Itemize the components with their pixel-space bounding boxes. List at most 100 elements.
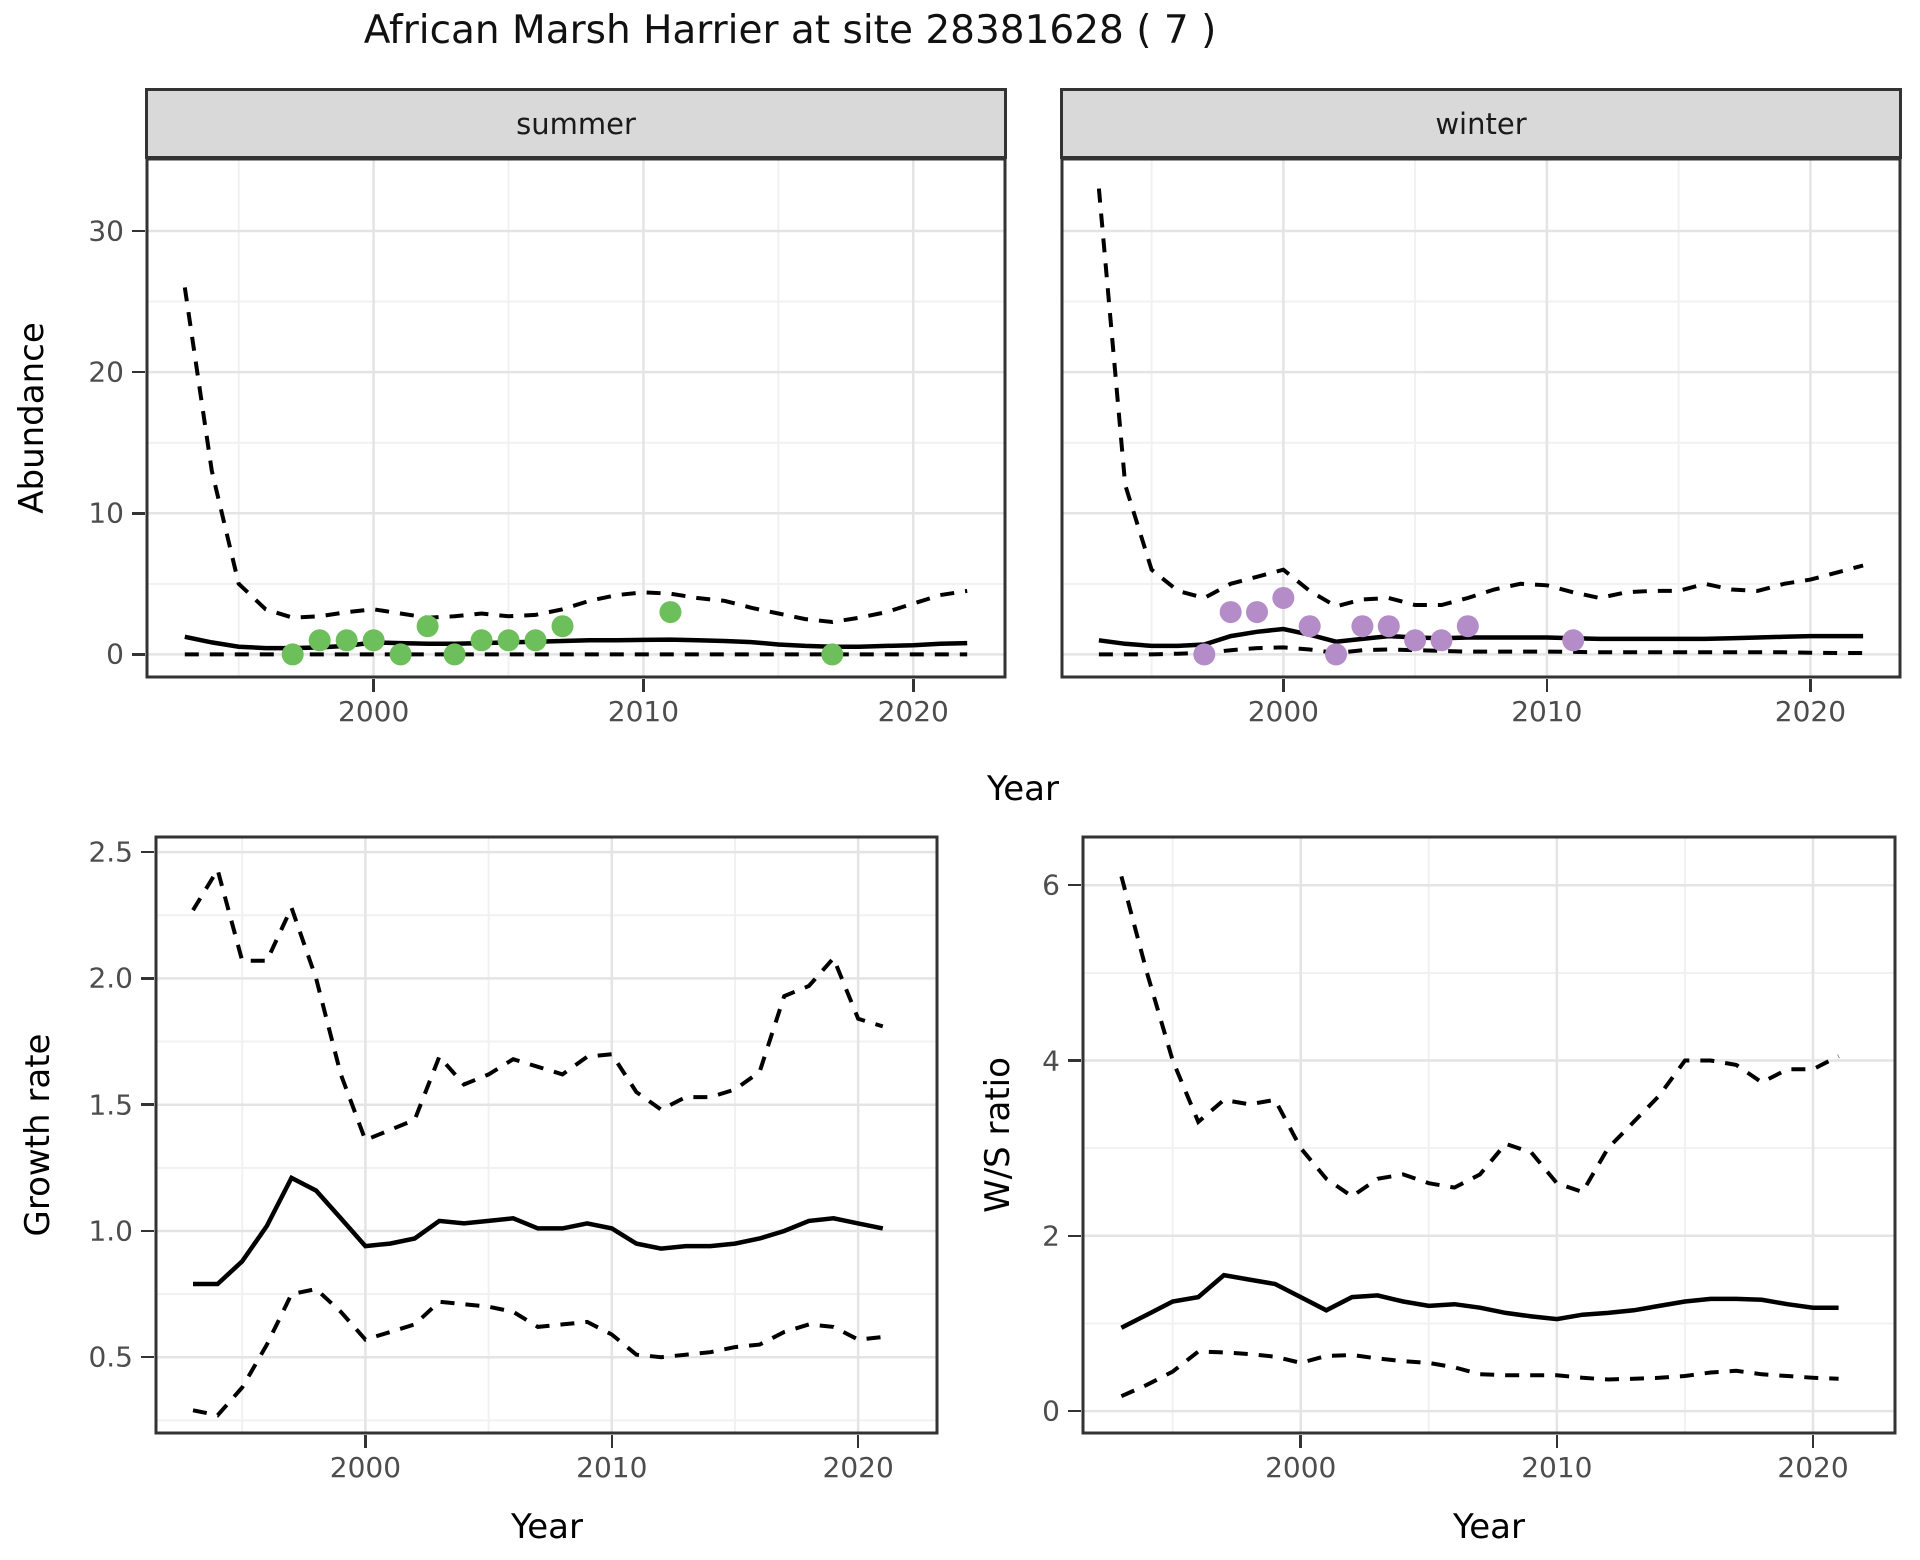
y-tick-label: 2 [1042,1219,1060,1253]
observed-point [497,629,520,652]
observed-point [1246,601,1269,624]
observed-point [1193,643,1216,666]
y-tick-mark [1068,1409,1081,1413]
facet-strip-winter-label: winter [1435,106,1527,141]
y-tick-mark [141,850,154,854]
series-upper_ci [1119,875,1840,1199]
x-tick-label: 2000 [1247,695,1319,728]
series-lower_ci [1098,645,1864,657]
observed-point [524,629,547,652]
y-axis-title-abundance: Abundance [12,322,52,514]
y-tick-mark [1068,883,1081,887]
x-tick-label: 2020 [1777,1451,1849,1484]
x-tick-label: 2000 [1265,1451,1337,1484]
y-tick-mark [141,1355,154,1359]
x-axis-title-year-ws: Year [1453,1507,1525,1547]
y-tick-label: 1.5 [88,1088,133,1122]
y-tick-label: 1.0 [88,1214,133,1248]
panel-border [145,157,1007,679]
x-tick-mark [1809,679,1812,692]
y-tick-label: 0 [1042,1394,1060,1428]
observed-point [470,629,493,652]
observed-point [389,643,412,666]
chart-panel-ws-ratio [1081,835,1897,1435]
x-tick-mark [1282,679,1285,692]
observed-point [416,615,439,638]
y-tick-label: 30 [88,214,124,248]
x-tick-label: 2020 [1774,695,1847,728]
series-median [184,634,968,651]
y-tick-mark [132,370,145,374]
series-upper_ci [1096,188,1864,609]
y-tick-label: 4 [1042,1044,1060,1077]
series-upper_ci [182,287,968,625]
x-tick-mark [856,1435,860,1448]
y-tick-mark [132,512,145,515]
chart-panel-growth-rate [154,835,939,1435]
x-tick-label: 2020 [877,695,949,728]
observed-point [1325,643,1348,666]
x-tick-label: 2000 [338,695,410,728]
observed-point [551,615,574,638]
x-tick-label: 2010 [1511,695,1583,728]
observed-point [1219,601,1242,624]
x-tick-label: 2010 [1521,1451,1593,1484]
page-title: African Marsh Harrier at site 28381628 (… [363,8,1217,53]
observed-point [1351,615,1374,638]
x-tick-label: 2000 [329,1451,402,1484]
y-tick-label: 2.0 [88,961,133,995]
y-tick-mark [141,1103,154,1106]
facet-strip-summer: summer [145,88,1007,159]
y-tick-mark [1068,1059,1081,1062]
y-tick-label: 0 [106,637,124,671]
y-tick-label: 10 [88,496,124,530]
observed-point [335,629,358,652]
y-tick-label: 6 [1042,868,1060,902]
observed-point [1404,629,1427,652]
observed-point [1298,615,1321,638]
y-tick-mark [132,229,145,233]
y-tick-label: 2.5 [88,835,133,869]
x-tick-mark [610,1435,614,1448]
observed-point [1430,629,1453,652]
y-tick-mark [132,653,145,656]
y-tick-mark [141,977,154,980]
series-lower_ci [1120,1349,1839,1399]
observed-point [443,643,466,666]
panel-border [154,835,939,1435]
panel-border [1081,835,1897,1435]
observed-point [308,629,331,652]
x-tick-mark [1299,1435,1302,1448]
observed-point [1562,629,1585,652]
observed-point [659,601,682,624]
series-median [193,1174,884,1287]
observed-point [362,629,385,652]
observed-point [281,643,304,666]
x-tick-mark [364,1435,367,1448]
x-tick-mark [372,679,375,692]
x-tick-mark [642,679,645,692]
x-axis-title-year-top: Year [987,769,1059,809]
observed-point [1456,615,1479,638]
x-tick-label: 2010 [576,1451,648,1484]
facet-strip-summer-label: summer [516,106,636,141]
y-tick-label: 20 [88,355,124,389]
x-tick-label: 2010 [607,695,680,728]
facet-strip-winter: winter [1060,88,1902,159]
x-tick-label: 2020 [822,1451,894,1484]
y-tick-label: 0.5 [88,1340,133,1374]
x-tick-mark [1811,1435,1815,1448]
observed-point [1272,586,1295,609]
y-axis-title-growth-rate: Growth rate [18,1033,58,1237]
series-lower_ci [192,1286,884,1418]
y-tick-mark [141,1229,154,1233]
series-upper_ci [191,864,884,1143]
y-tick-mark [1068,1234,1081,1238]
x-tick-mark [912,679,915,692]
x-axis-title-year-growth: Year [511,1507,583,1547]
observed-point [1377,615,1400,638]
observed-point [821,643,844,666]
y-axis-title-ws-ratio: W/S ratio [978,1057,1018,1213]
panel-border [1060,157,1902,679]
